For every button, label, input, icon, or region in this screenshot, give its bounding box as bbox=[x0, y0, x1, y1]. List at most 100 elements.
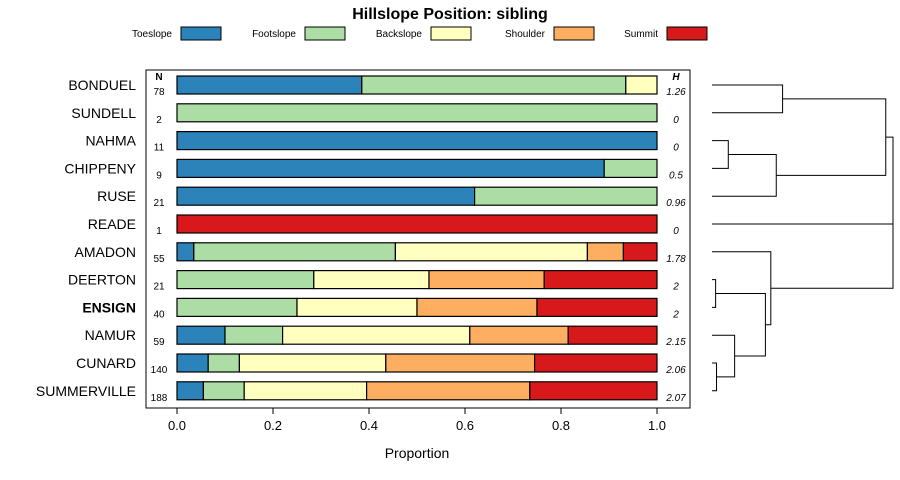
h-value-sundell: 0 bbox=[673, 115, 679, 126]
legend-label-footslope: Footslope bbox=[252, 29, 296, 40]
bar-segment-ruse-toeslope bbox=[176, 186, 476, 206]
dendrogram-link bbox=[715, 293, 766, 357]
bar-segment-ruse-footslope bbox=[474, 186, 658, 206]
bar-rows: BONDUEL 78 1.26 SUNDELL 2 0 NAHMA 11 0 CHIPPENY 9 0… bbox=[36, 75, 686, 404]
n-value-amadon: 55 bbox=[153, 254, 165, 265]
row-label-sundell: SUNDELL bbox=[71, 105, 136, 121]
bar-segment-sundell-footslope bbox=[176, 103, 658, 123]
n-value-summerville: 188 bbox=[151, 393, 168, 404]
bar-segment-ensign-backslope bbox=[296, 297, 418, 317]
row-label-ruse: RUSE bbox=[97, 188, 136, 204]
legend: Toeslope Footslope Backslope Shoulder Summit bbox=[132, 26, 708, 41]
x-tick-label: 0.2 bbox=[264, 418, 282, 433]
legend-label-toeslope: Toeslope bbox=[132, 29, 172, 40]
h-value-summerville: 2.07 bbox=[665, 393, 686, 404]
bar-segment-bonduel-toeslope bbox=[176, 75, 363, 95]
bar-segment-deerton-shoulder bbox=[428, 270, 545, 290]
n-value-cunard: 140 bbox=[151, 365, 168, 376]
n-value-sundell: 2 bbox=[156, 115, 162, 126]
x-axis: 0.0 0.2 0.4 0.6 0.8 1.0 bbox=[168, 408, 666, 433]
legend-swatch-summit bbox=[666, 26, 708, 41]
bar-segment-deerton-summit bbox=[543, 270, 658, 290]
row-label-reade: READE bbox=[88, 216, 136, 232]
bar-segment-chippeny-footslope bbox=[603, 158, 658, 178]
bar-segment-summerville-shoulder bbox=[366, 381, 531, 401]
row-label-nahma: NAHMA bbox=[85, 133, 136, 149]
row-label-namur: NAMUR bbox=[85, 327, 136, 343]
bar-segment-amadon-backslope bbox=[394, 242, 588, 262]
h-value-bonduel: 1.26 bbox=[666, 87, 686, 98]
row-label-amadon: AMADON bbox=[75, 244, 136, 260]
bar-segment-summerville-backslope bbox=[243, 381, 368, 401]
x-tick-label: 0.6 bbox=[456, 418, 474, 433]
x-tick-label: 0.8 bbox=[552, 418, 570, 433]
x-tick-label: 1.0 bbox=[648, 418, 666, 433]
plot-panel-frame bbox=[145, 69, 691, 409]
h-column-header: H bbox=[672, 72, 680, 83]
n-column-header: N bbox=[155, 72, 162, 83]
bar-segment-summerville-toeslope bbox=[176, 381, 204, 401]
chart-title: Hillslope Position: sibling bbox=[352, 6, 548, 23]
bar-segment-bonduel-backslope bbox=[625, 75, 658, 95]
bar-segment-cunard-shoulder bbox=[385, 353, 536, 373]
bar-segment-namur-backslope bbox=[282, 325, 471, 345]
bar-segment-namur-summit bbox=[567, 325, 658, 345]
n-value-ensign: 40 bbox=[153, 309, 165, 320]
row-label-deerton: DEERTON bbox=[68, 272, 136, 288]
legend-label-backslope: Backslope bbox=[376, 29, 423, 40]
n-value-bonduel: 78 bbox=[153, 87, 165, 98]
bar-segment-namur-footslope bbox=[224, 325, 284, 345]
bar-segment-summerville-footslope bbox=[202, 381, 245, 401]
h-value-chippeny: 0.5 bbox=[669, 170, 683, 181]
h-value-amadon: 1.78 bbox=[666, 254, 686, 265]
bar-segment-chippeny-toeslope bbox=[176, 158, 605, 178]
dendrogram-link bbox=[712, 362, 718, 392]
bar-segment-nahma-toeslope bbox=[176, 131, 658, 151]
dendrogram-root-link bbox=[770, 136, 894, 289]
bar-segment-amadon-shoulder bbox=[586, 242, 625, 262]
h-value-reade: 0 bbox=[673, 226, 679, 237]
x-tick-label: 0.4 bbox=[360, 418, 378, 433]
bar-segment-namur-toeslope bbox=[176, 325, 226, 345]
bar-segment-amadon-toeslope bbox=[176, 242, 195, 262]
bar-segment-ensign-footslope bbox=[176, 297, 298, 317]
n-value-nahma: 11 bbox=[154, 143, 165, 154]
x-tick-label: 0.0 bbox=[168, 418, 186, 433]
dendrogram bbox=[712, 84, 894, 392]
n-value-reade: 1 bbox=[156, 226, 162, 237]
bar-segment-amadon-summit bbox=[622, 242, 658, 262]
bar-segment-cunard-summit bbox=[533, 353, 658, 373]
dendrogram-link bbox=[712, 251, 772, 326]
n-value-chippeny: 9 bbox=[156, 170, 162, 181]
bar-segment-ensign-summit bbox=[536, 297, 658, 317]
legend-label-shoulder: Shoulder bbox=[505, 29, 546, 40]
row-label-summerville: SUMMERVILLE bbox=[36, 383, 136, 399]
h-value-ruse: 0.96 bbox=[666, 198, 686, 209]
bar-segment-bonduel-footslope bbox=[361, 75, 627, 95]
h-value-cunard: 2.06 bbox=[665, 365, 686, 376]
bar-segment-deerton-footslope bbox=[176, 270, 315, 290]
bar-segment-cunard-toeslope bbox=[176, 353, 209, 373]
h-value-ensign: 2 bbox=[672, 309, 679, 320]
bar-segment-cunard-footslope bbox=[207, 353, 240, 373]
bar-segment-ensign-shoulder bbox=[416, 297, 538, 317]
bar-segment-reade-summit bbox=[176, 214, 658, 234]
bar-segment-namur-shoulder bbox=[469, 325, 569, 345]
dendrogram-link bbox=[712, 154, 777, 197]
legend-swatch-toeslope bbox=[180, 26, 222, 41]
h-value-namur: 2.15 bbox=[665, 337, 686, 348]
n-value-deerton: 21 bbox=[153, 282, 165, 293]
h-value-deerton: 2 bbox=[672, 282, 679, 293]
row-label-cunard: CUNARD bbox=[76, 355, 136, 371]
x-axis-label: Proportion bbox=[385, 445, 450, 461]
row-label-bonduel: BONDUEL bbox=[68, 77, 136, 93]
dendrogram-link bbox=[712, 140, 729, 169]
n-value-ruse: 21 bbox=[153, 198, 165, 209]
legend-swatch-shoulder bbox=[553, 26, 595, 41]
dendrogram-link bbox=[712, 279, 717, 308]
row-label-ensign: ENSIGN bbox=[82, 299, 136, 315]
h-value-nahma: 0 bbox=[673, 143, 679, 154]
bar-segment-deerton-backslope bbox=[313, 270, 430, 290]
